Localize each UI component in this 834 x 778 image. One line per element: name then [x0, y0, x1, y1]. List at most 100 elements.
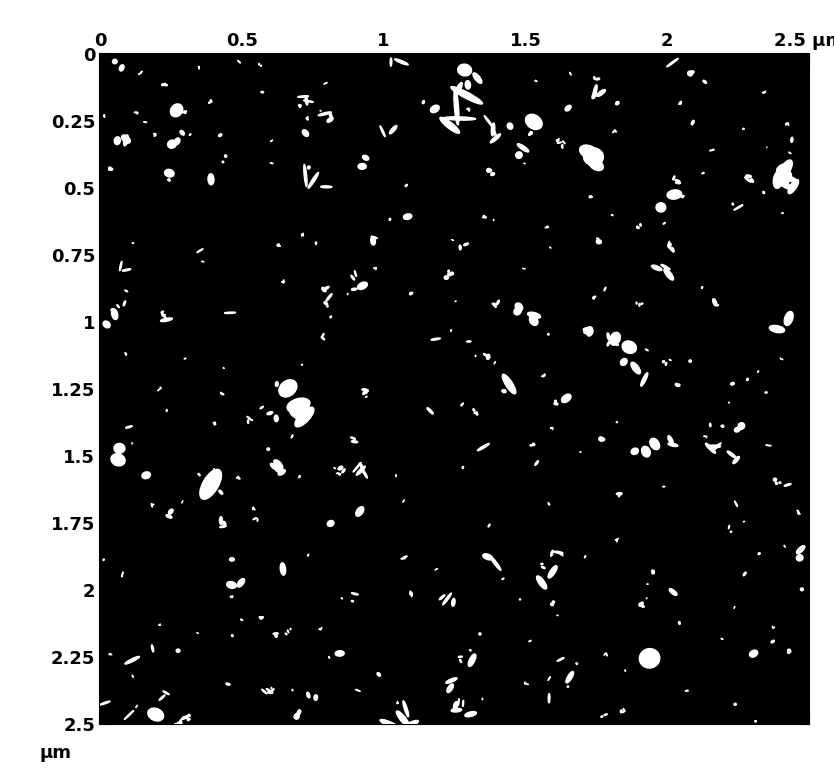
Ellipse shape: [738, 422, 745, 429]
Ellipse shape: [765, 91, 766, 93]
Ellipse shape: [454, 88, 459, 125]
Ellipse shape: [356, 506, 364, 517]
Ellipse shape: [555, 401, 556, 403]
Ellipse shape: [656, 203, 666, 212]
Ellipse shape: [557, 142, 561, 143]
Ellipse shape: [556, 140, 558, 142]
Ellipse shape: [271, 688, 272, 689]
Ellipse shape: [458, 64, 471, 76]
Ellipse shape: [305, 96, 308, 105]
Ellipse shape: [164, 170, 174, 177]
Ellipse shape: [326, 293, 332, 301]
Ellipse shape: [473, 73, 482, 83]
Ellipse shape: [185, 716, 188, 719]
Ellipse shape: [154, 135, 156, 136]
Ellipse shape: [594, 76, 595, 79]
Ellipse shape: [306, 117, 308, 118]
Ellipse shape: [183, 112, 186, 114]
Ellipse shape: [302, 364, 303, 365]
Ellipse shape: [710, 423, 711, 427]
Ellipse shape: [776, 482, 777, 485]
Ellipse shape: [178, 722, 182, 725]
Ellipse shape: [592, 92, 596, 99]
Ellipse shape: [540, 563, 543, 565]
Ellipse shape: [502, 390, 504, 392]
Ellipse shape: [143, 121, 147, 123]
Ellipse shape: [458, 699, 460, 706]
Ellipse shape: [260, 65, 262, 66]
Ellipse shape: [160, 387, 161, 389]
Ellipse shape: [623, 709, 625, 711]
Ellipse shape: [138, 73, 141, 75]
Ellipse shape: [122, 572, 123, 577]
Ellipse shape: [122, 135, 130, 143]
Ellipse shape: [435, 569, 438, 570]
Ellipse shape: [548, 677, 550, 680]
Ellipse shape: [691, 121, 694, 124]
Ellipse shape: [362, 389, 368, 392]
Ellipse shape: [224, 155, 227, 157]
Ellipse shape: [600, 438, 605, 441]
Ellipse shape: [351, 275, 354, 280]
Ellipse shape: [304, 164, 307, 187]
Ellipse shape: [307, 118, 308, 120]
Ellipse shape: [103, 321, 110, 328]
Ellipse shape: [618, 493, 620, 496]
Ellipse shape: [161, 311, 163, 313]
Ellipse shape: [260, 617, 264, 619]
Ellipse shape: [787, 650, 791, 654]
Ellipse shape: [530, 131, 532, 133]
Ellipse shape: [125, 657, 139, 664]
Ellipse shape: [327, 306, 328, 307]
Ellipse shape: [781, 174, 796, 182]
Ellipse shape: [689, 360, 691, 363]
Ellipse shape: [783, 172, 791, 184]
Ellipse shape: [682, 195, 684, 196]
Ellipse shape: [454, 702, 458, 710]
Ellipse shape: [712, 299, 717, 306]
Text: μm: μm: [40, 744, 72, 762]
Ellipse shape: [600, 716, 603, 717]
Ellipse shape: [641, 602, 643, 604]
Ellipse shape: [555, 400, 556, 402]
Ellipse shape: [184, 358, 186, 359]
Ellipse shape: [584, 148, 603, 166]
Ellipse shape: [799, 513, 800, 514]
Ellipse shape: [351, 440, 358, 443]
Ellipse shape: [451, 708, 462, 712]
Ellipse shape: [641, 605, 644, 608]
Ellipse shape: [620, 359, 627, 366]
Ellipse shape: [552, 601, 555, 603]
Ellipse shape: [670, 359, 671, 360]
Ellipse shape: [703, 80, 706, 83]
Ellipse shape: [353, 462, 361, 472]
Ellipse shape: [640, 224, 641, 226]
Ellipse shape: [361, 467, 368, 478]
Ellipse shape: [289, 405, 309, 419]
Ellipse shape: [288, 630, 289, 633]
Ellipse shape: [294, 714, 299, 719]
Ellipse shape: [547, 334, 549, 335]
Ellipse shape: [732, 203, 734, 205]
Ellipse shape: [240, 619, 243, 620]
Ellipse shape: [555, 552, 563, 554]
Ellipse shape: [140, 72, 143, 73]
Ellipse shape: [113, 59, 117, 64]
Ellipse shape: [786, 123, 788, 124]
Ellipse shape: [757, 371, 759, 373]
Ellipse shape: [774, 627, 775, 628]
Ellipse shape: [380, 126, 385, 137]
Ellipse shape: [763, 92, 765, 93]
Ellipse shape: [550, 247, 551, 248]
Ellipse shape: [669, 589, 677, 595]
Ellipse shape: [253, 508, 254, 510]
Ellipse shape: [274, 633, 279, 634]
Ellipse shape: [219, 490, 223, 494]
Ellipse shape: [641, 303, 643, 304]
Ellipse shape: [363, 156, 369, 160]
Ellipse shape: [484, 216, 486, 218]
Ellipse shape: [576, 663, 578, 664]
Ellipse shape: [710, 149, 714, 151]
Ellipse shape: [119, 261, 122, 271]
Ellipse shape: [410, 593, 412, 597]
